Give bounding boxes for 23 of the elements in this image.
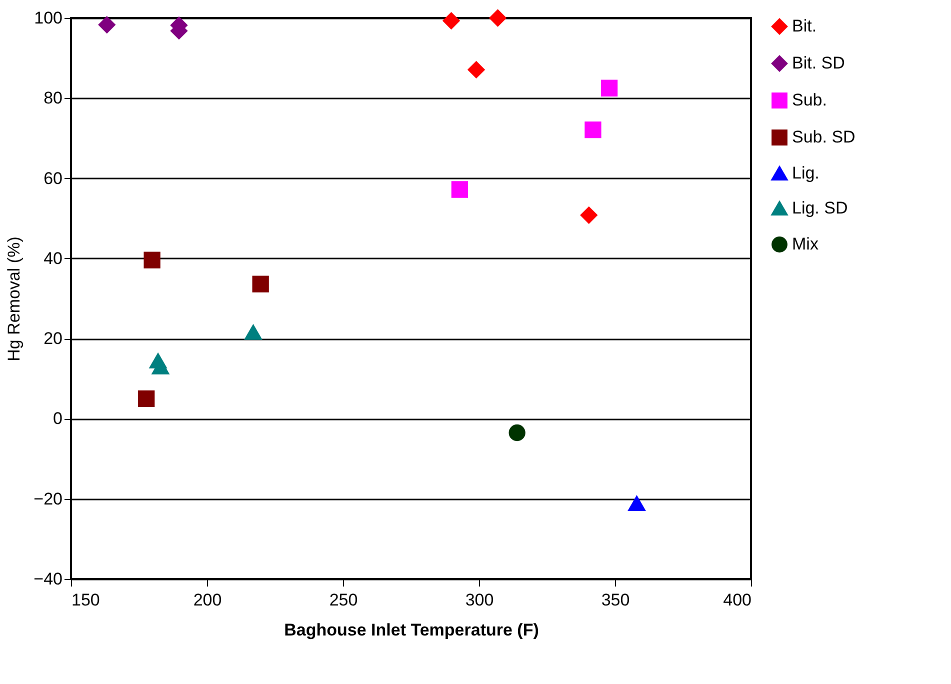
legend-label: Lig. SD — [792, 198, 848, 218]
x-tick-label: 150 — [72, 590, 100, 610]
legend-label: Sub. SD — [792, 128, 856, 146]
y-tick-label: 0 — [53, 409, 62, 428]
y-tick-label: 60 — [44, 168, 62, 188]
x-tick-label: 200 — [193, 590, 222, 610]
y-tick-label: 100 — [34, 8, 62, 28]
x-tick-label: 350 — [601, 590, 630, 610]
legend-label: Sub. — [792, 90, 827, 110]
y-tick-label: −20 — [34, 489, 62, 508]
y-tick-label: −40 — [34, 570, 62, 588]
x-tick-label: 300 — [465, 590, 494, 610]
x-tick-label: 250 — [329, 590, 358, 610]
y-tick-label: 40 — [44, 248, 62, 268]
y-tick-label: 80 — [44, 88, 62, 108]
legend-label: Mix — [792, 234, 819, 254]
legend-label: Bit. — [792, 16, 817, 36]
x-axis-title: Baghouse Inlet Temperature (F) — [284, 620, 539, 640]
legend-label: Lig. — [792, 164, 820, 182]
y-tick-label: 20 — [44, 329, 62, 348]
legend-label: Bit. SD — [792, 54, 845, 72]
x-tick-label: 400 — [723, 590, 752, 610]
y-axis-title: Hg Removal (%) — [4, 236, 24, 362]
